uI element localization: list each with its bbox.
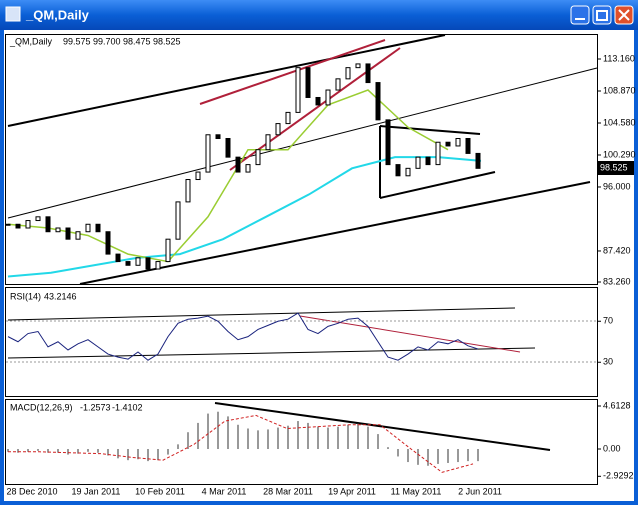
candle [165,238,171,263]
panel-frames [5,34,598,485]
macd-signal-value: -1.4102 [112,402,143,412]
candle [445,141,451,147]
candle [405,167,411,177]
candle [245,164,251,173]
candle [325,89,331,106]
ma-slow [7,156,482,278]
date-label: 10 Feb 2011 [135,486,185,496]
ohlc-value: 98.475 [123,36,151,46]
candle [35,216,41,222]
candle [295,67,301,113]
rsi-tick-label: 30 [603,357,613,367]
price-tick-label: 100.290 [603,149,636,159]
date-label: 19 Apr 2011 [328,486,376,496]
current-price-box [597,161,634,175]
macd-tick-label: 4.6128 [603,400,631,410]
macd-tick-label: -2.9292 [603,471,634,481]
price-tick-label: 108.870 [603,85,636,95]
price-tick-label: 113.160 [603,53,635,63]
rsi-label: RSI(14) [10,291,41,301]
current-price: 98.525 [600,162,628,172]
maximize-button[interactable] [592,5,612,25]
price-tick-label: 87.420 [603,245,631,255]
candle [285,111,291,125]
candle [195,171,201,181]
price-tick-label: 96.000 [603,181,631,191]
macd-label: MACD(12,26,9) [10,402,73,412]
client-area [4,30,634,501]
price-tick-label: 83.260 [603,276,631,286]
symbol-label: _QM,Daily [9,36,53,46]
candle [385,119,391,166]
rsi-tick-label: 70 [603,316,613,326]
candle [255,149,261,166]
candle [55,227,61,233]
candle [305,67,311,98]
candle [25,220,31,229]
candle [415,156,421,169]
candle [465,138,471,154]
candle [65,227,71,240]
candle [265,134,271,151]
candle [215,134,221,140]
candle [85,223,91,233]
candle [205,134,211,173]
candle [5,223,11,226]
candle [355,63,361,69]
candle [115,253,121,263]
ohlc-value: 99.575 [63,36,91,46]
macd-value: -1.2573 [80,402,111,412]
candle [395,164,401,177]
title-bar [0,0,638,30]
candle [145,257,151,270]
macd-signal [8,414,474,473]
candle [75,231,81,240]
date-label: 11 May 2011 [391,486,442,496]
date-label: 2 Jun 2011 [458,486,502,496]
candle [185,179,191,203]
candle [105,231,111,255]
rsi-value: 43.2146 [44,291,77,301]
price-tick-label: 104.580 [603,117,636,127]
candle [435,141,441,166]
ohlc-value: 98.525 [153,36,181,46]
window-button-glyphs [575,9,630,21]
candle [315,96,321,106]
date-label: 19 Jan 2011 [72,486,121,496]
macd-tick-label: 0.00 [603,443,621,453]
candle [175,201,181,240]
candle [275,123,281,136]
candle [135,257,141,266]
ohlc-value: 99.700 [93,36,121,46]
candle [375,82,381,121]
candle [475,152,481,169]
rsi-line [7,312,479,361]
candle [345,67,351,80]
date-label: 28 Dec 2010 [6,486,57,496]
candle [45,216,51,233]
candle [125,261,131,266]
app-icon [5,6,21,22]
window-title: _QM,Daily [25,7,90,22]
candle [335,78,341,91]
candle [225,138,231,158]
candle [155,261,161,270]
candle [365,63,371,84]
candle [95,223,101,233]
date-label: 4 Mar 2011 [202,486,247,496]
candle [235,156,241,173]
ma-fast [7,89,449,263]
candle [455,138,461,147]
candle [425,156,431,166]
candle [15,223,21,229]
minimize-button[interactable] [570,5,590,25]
date-label: 28 Mar 2011 [263,486,313,496]
